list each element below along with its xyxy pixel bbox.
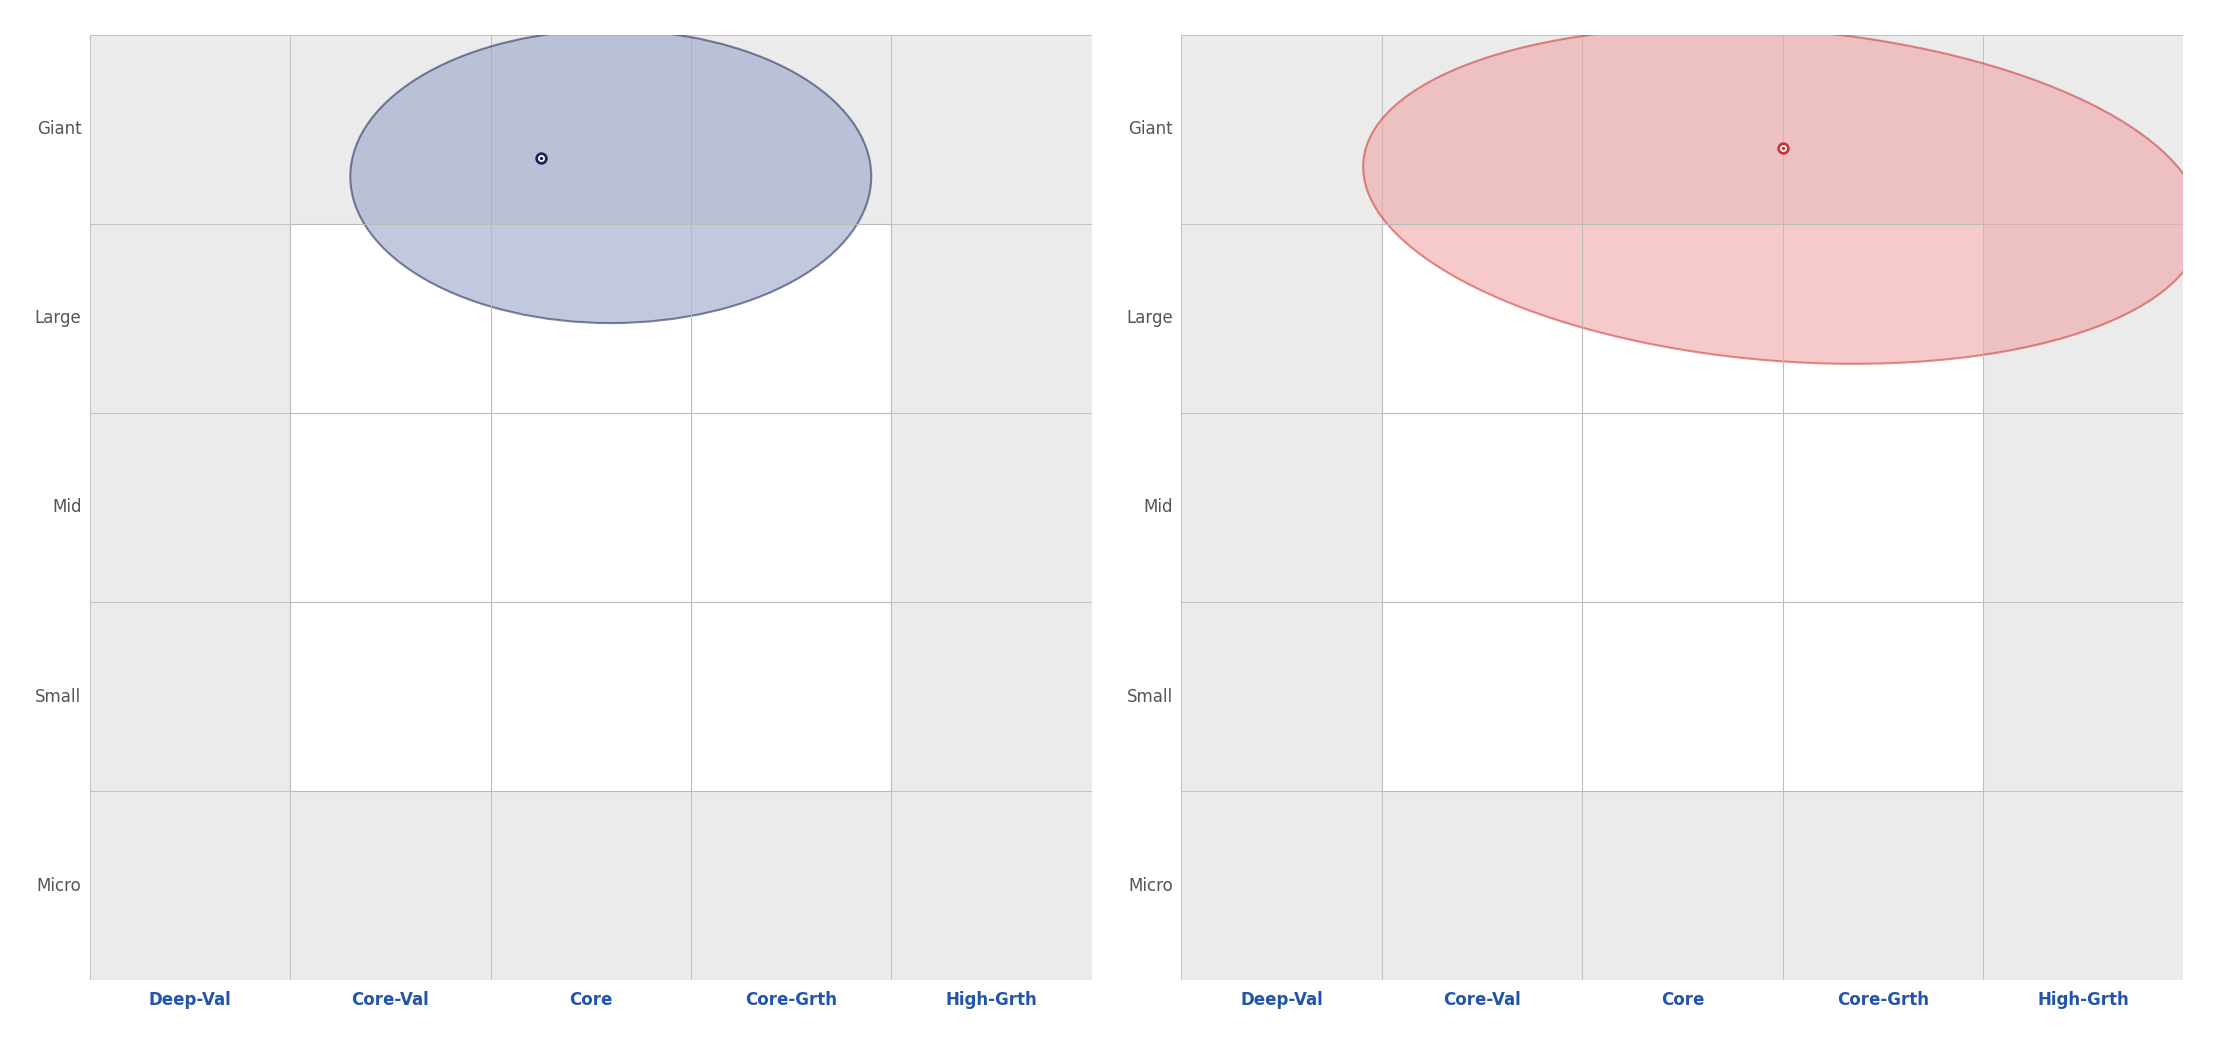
Point xyxy=(1766,140,1801,157)
Ellipse shape xyxy=(350,30,872,323)
Point xyxy=(523,149,559,166)
Bar xyxy=(1382,223,1983,791)
Point xyxy=(1766,140,1801,157)
Point xyxy=(523,149,559,166)
Bar xyxy=(291,223,892,791)
Ellipse shape xyxy=(1364,27,2202,364)
Point xyxy=(523,149,559,166)
Point xyxy=(1766,140,1801,157)
